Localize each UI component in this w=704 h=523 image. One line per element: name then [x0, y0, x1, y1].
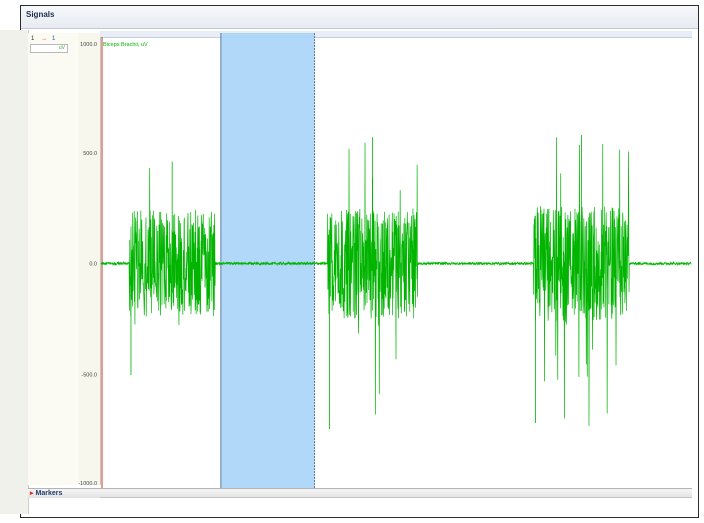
series-label: Biceps Brachii, uV [103, 42, 148, 48]
y-tick-label: -1000.0 [78, 481, 97, 487]
triangle-right-icon: ▸ [30, 490, 34, 497]
y-tick-label: -500.0 [81, 372, 97, 378]
channel-visibility-toggle[interactable]: 1 [52, 36, 56, 42]
channel-unit-field[interactable]: uV [30, 44, 68, 53]
emg-trace [100, 137, 692, 427]
markers-panel-toggle[interactable]: ▸ Markers [30, 489, 62, 497]
window-title: Signals [26, 10, 55, 19]
time-axis[interactable] [100, 497, 692, 512]
top-time-strip[interactable] [100, 31, 692, 38]
y-tick-label: 1000.0 [80, 42, 97, 48]
selection-region[interactable] [220, 33, 315, 497]
arrow-right-icon[interactable]: → [41, 36, 47, 42]
markers-label: Markers [35, 490, 63, 497]
window-titlebar: Signals [21, 6, 698, 29]
markers-bar[interactable] [28, 488, 692, 498]
channel-panel [28, 33, 79, 485]
y-scale-column [78, 33, 101, 485]
y-tick-label: 500.0 [83, 151, 97, 157]
y-tick-label: 0.0 [89, 262, 97, 268]
channel-number: 1 [31, 36, 35, 42]
